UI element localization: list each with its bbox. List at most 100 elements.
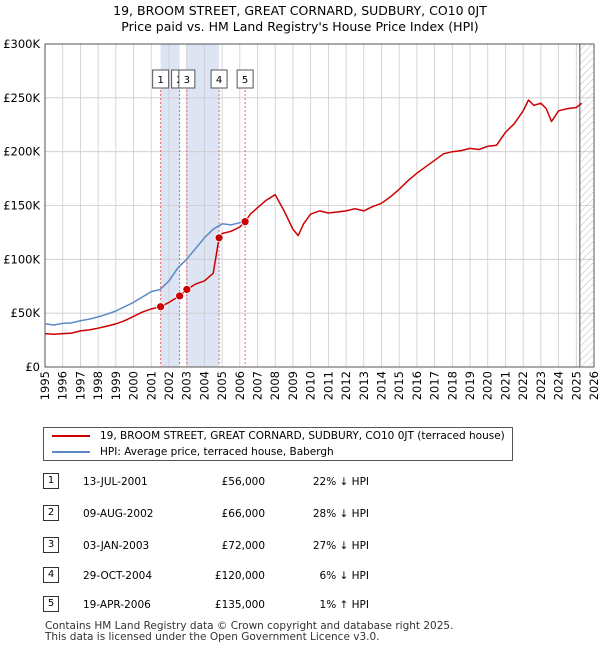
x-tick-label: 2022: [516, 371, 530, 400]
x-tick-label: 2004: [197, 371, 211, 400]
sale-label: 3: [178, 69, 196, 89]
x-tick-label: 1996: [56, 371, 70, 400]
sale-label-text: 1: [157, 75, 163, 86]
transaction-date: 09-AUG-2002: [83, 508, 154, 520]
x-tick-label: 2014: [374, 371, 388, 400]
chart-title: 19, BROOM STREET, GREAT CORNARD, SUDBURY…: [0, 3, 600, 35]
x-tick-label: 2013: [357, 371, 371, 400]
transaction-price: £120,000: [214, 570, 265, 582]
sale-marker: [182, 285, 192, 294]
x-tick-label: 2016: [410, 371, 424, 400]
x-tick-label: 2008: [268, 371, 282, 400]
hpi-line: [44, 220, 246, 326]
x-tick-label: 2024: [552, 371, 566, 400]
sale-label: 4: [210, 69, 228, 89]
forecast-hatch: [579, 44, 594, 367]
x-tick-label: 2020: [481, 371, 495, 400]
sale-marker: [240, 217, 250, 227]
x-tick-label: 2017: [428, 371, 442, 400]
footer-licence: This data is licensed under the Open Gov…: [45, 631, 380, 643]
x-tick-label: 2003: [180, 371, 194, 400]
x-tick-label: 2025: [569, 371, 583, 400]
price-paid-line: [44, 99, 583, 335]
x-tick-label: 1997: [73, 371, 87, 400]
sale-marker: [175, 291, 184, 301]
x-tick-label: 2007: [251, 371, 265, 400]
transaction-row: 3 03-JAN-2003 £72,000 27% ↓ HPI: [43, 537, 443, 555]
transaction-row: 1 13-JUL-2001 £56,000 22% ↓ HPI: [43, 473, 443, 491]
sale-label-text: 3: [184, 75, 190, 86]
x-tick-label: 2009: [286, 371, 300, 400]
transaction-number: 1: [43, 473, 59, 489]
transaction-date: 13-JUL-2001: [83, 476, 148, 488]
transaction-price: £56,000: [221, 476, 265, 488]
sale-number-labels: 12345: [152, 69, 254, 89]
y-tick-label: £50K: [11, 306, 41, 320]
x-tick-label: 2021: [498, 371, 512, 400]
x-tick-label: 2019: [463, 371, 477, 400]
x-tick-label: 1995: [38, 371, 52, 400]
transaction-number: 2: [43, 505, 59, 521]
transaction-hpi-diff: 6% ↓ HPI: [319, 570, 369, 582]
y-tick-label: £100K: [3, 252, 40, 266]
x-tick-label: 2011: [321, 371, 335, 400]
legend-item-price: 19, BROOM STREET, GREAT CORNARD, SUDBURY…: [52, 428, 505, 444]
x-tick-label: 2023: [534, 371, 548, 400]
legend-swatch-price: [52, 435, 90, 437]
x-tick-label: 2010: [304, 371, 318, 400]
x-axis-tick-labels: 1995 1996 1997 1998 1999 2000 2001 2002 2003 2004…: [38, 371, 600, 400]
sale-label-text: 4: [216, 75, 222, 86]
sale-label-text: 5: [242, 75, 248, 86]
sale-label: 5: [236, 69, 254, 89]
transaction-date: 29-OCT-2004: [83, 570, 152, 582]
footer-copyright: Contains HM Land Registry data © Crown c…: [45, 620, 454, 632]
transaction-row: 2 09-AUG-2002 £66,000 28% ↓ HPI: [43, 505, 443, 523]
sale-marker: [214, 233, 224, 243]
footer: Contains HM Land Registry data © Crown c…: [45, 621, 453, 643]
transaction-date: 03-JAN-2003: [83, 540, 150, 552]
transaction-hpi-diff: 22% ↓ HPI: [312, 476, 369, 488]
legend-label-hpi: HPI: Average price, terraced house, Babe…: [100, 446, 334, 458]
y-tick-label: £0: [25, 360, 40, 374]
y-axis-tick-labels: £0 £50K £100K £150K £200K £250K £300K: [3, 37, 40, 374]
transaction-row: 4 29-OCT-2004 £120,000 6% ↓ HPI: [43, 567, 443, 585]
x-tick-label: 2026: [587, 371, 600, 400]
forecast-region: [579, 44, 594, 367]
chart-title-line1: 19, BROOM STREET, GREAT CORNARD, SUDBURY…: [113, 3, 487, 18]
x-tick-label: 2018: [445, 371, 459, 400]
x-tick-label: 2002: [162, 371, 176, 400]
chart-subtitle: Price paid vs. HM Land Registry's House …: [121, 19, 479, 34]
y-tick-label: £300K: [3, 37, 40, 51]
legend: 19, BROOM STREET, GREAT CORNARD, SUDBURY…: [43, 427, 513, 461]
x-tick-label: 2001: [144, 371, 158, 400]
transaction-price: £66,000: [221, 508, 265, 520]
sale-markers: [156, 217, 250, 312]
legend-swatch-hpi: [52, 451, 90, 453]
x-tick-label: 2012: [339, 371, 353, 400]
sale-marker: [156, 302, 166, 312]
y-tick-label: £250K: [3, 91, 40, 105]
legend-item-hpi: HPI: Average price, terraced house, Babe…: [52, 444, 334, 460]
transaction-price: £135,000: [214, 599, 265, 611]
sale-label-box: [152, 69, 170, 89]
x-tick-label: 1999: [109, 371, 123, 400]
transaction-hpi-diff: 27% ↓ HPI: [312, 540, 369, 552]
sale-label-box: [210, 69, 228, 89]
y-tick-label: £200K: [3, 145, 40, 159]
transaction-number: 5: [43, 596, 59, 612]
x-tick-label: 2015: [392, 371, 406, 400]
series-lines: [44, 99, 583, 335]
x-tick-label: 1998: [91, 371, 105, 400]
y-tick-label: £150K: [3, 199, 40, 213]
sale-label-box: [236, 69, 254, 89]
transaction-date: 19-APR-2006: [83, 599, 151, 611]
transaction-hpi-diff: 1% ↑ HPI: [319, 599, 369, 611]
x-tick-label: 2000: [127, 371, 141, 400]
transaction-price: £72,000: [221, 540, 265, 552]
sale-label: 1: [152, 69, 170, 89]
transaction-number: 4: [43, 567, 59, 583]
legend-label-price: 19, BROOM STREET, GREAT CORNARD, SUDBURY…: [100, 430, 505, 442]
gridlines: [44, 43, 595, 368]
transaction-row: 5 19-APR-2006 £135,000 1% ↑ HPI: [43, 596, 443, 614]
